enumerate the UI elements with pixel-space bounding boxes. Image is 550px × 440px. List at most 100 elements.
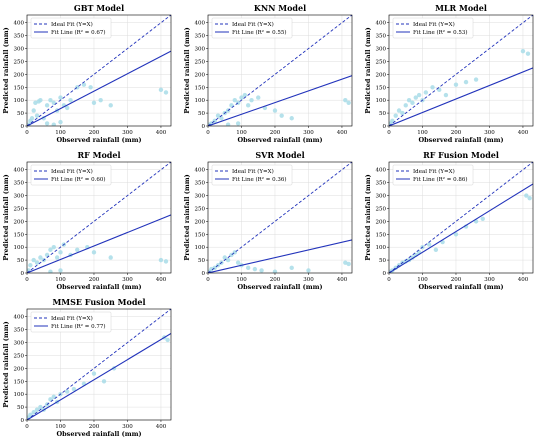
scatter-point — [44, 103, 50, 108]
plot-frame — [26, 14, 172, 127]
x-tick-label: 400 — [518, 130, 529, 136]
y-axis-label: Predicted rainfall (mm) — [183, 27, 191, 113]
plot-frame — [207, 161, 353, 274]
scatter-point — [75, 247, 80, 252]
scatter-point — [51, 394, 56, 399]
scatter-point — [235, 260, 241, 265]
y-axis-label: Predicted rainfall (mm) — [364, 27, 372, 113]
y-tick-label: 350 — [376, 34, 387, 40]
scatter-point — [38, 97, 43, 103]
y-tick-label: 400 — [14, 315, 25, 321]
legend-entry: Ideal Fit (Y=X) — [51, 315, 93, 322]
y-tick-label: 200 — [376, 219, 387, 225]
scatter-point — [58, 119, 63, 125]
x-axis-label: Observed rainfall (mm) — [237, 136, 322, 144]
scatter-point — [48, 397, 53, 402]
scatter-point — [58, 268, 63, 273]
x-tick-label: 400 — [337, 277, 348, 283]
y-tick-label: 300 — [376, 47, 387, 53]
fit-line — [389, 183, 533, 273]
y-tick-label: 350 — [14, 328, 25, 334]
scatter-point — [71, 386, 77, 392]
plot-content — [208, 162, 352, 273]
scatter-point — [463, 79, 469, 85]
legend-entry: Fit Line (R² = 0.36) — [232, 176, 286, 183]
scatter-point — [88, 85, 93, 90]
x-axis-label: Observed rainfall (mm) — [418, 283, 503, 291]
y-tick-label: 50 — [17, 405, 24, 411]
legend-box — [211, 17, 293, 39]
scatter-point — [64, 389, 70, 394]
x-tick-label: 300 — [122, 277, 133, 283]
plot-content — [389, 162, 533, 273]
chart-panel-2: 0 100 200 300 400 0 50 100 150 200 250 300 350 400 KNN… — [183, 3, 353, 144]
y-tick-label: 0 — [21, 271, 25, 277]
x-tick-label: 200 — [89, 424, 100, 430]
y-tick-label: 100 — [14, 392, 25, 398]
scatter-point — [91, 100, 97, 105]
scatter-point — [48, 247, 53, 252]
x-tick-label: 200 — [89, 130, 100, 136]
y-tick-label: 300 — [14, 341, 25, 347]
ideal-fit-line — [208, 15, 352, 126]
scatter-point — [165, 337, 170, 343]
scatter-point — [215, 113, 221, 118]
scatter-point — [235, 121, 241, 126]
x-axis-label: Observed rainfall (mm) — [237, 283, 322, 291]
chart-panel-6: 0 100 200 300 400 0 50 100 150 200 250 300 350 400 RF … — [364, 150, 534, 291]
scatter-point — [527, 195, 532, 201]
scatter-point — [410, 100, 415, 105]
x-tick-label: 400 — [156, 130, 167, 136]
scatter-point — [346, 261, 351, 267]
chart-title: RF Fusion Model — [423, 150, 499, 160]
chart-title: MMSE Fusion Model — [52, 297, 145, 307]
scatter-point — [453, 82, 459, 87]
x-tick-label: 100 — [417, 277, 428, 283]
y-tick-label: 150 — [14, 379, 25, 385]
legend-entry: Ideal Fit (Y=X) — [413, 21, 455, 28]
scatter-point — [245, 103, 251, 108]
scatter-point — [51, 122, 56, 126]
scatter-point — [51, 100, 56, 105]
plot-frame — [388, 161, 534, 274]
scatter-point — [225, 257, 231, 263]
chart-panel-5: 0 100 200 300 400 0 50 100 150 200 250 300 350 400 SVR… — [183, 150, 353, 291]
x-tick-label: 0 — [206, 277, 210, 283]
scatter-point — [48, 97, 53, 103]
y-tick-label: 0 — [21, 418, 25, 424]
scatter-point — [525, 51, 531, 56]
scatter-point — [272, 269, 278, 273]
scatter-point — [256, 95, 261, 100]
y-tick-label: 300 — [195, 47, 206, 53]
chart-panel-7: 0 100 200 300 400 0 50 100 150 200 250 300 350 400 MMS… — [2, 297, 172, 438]
fit-line — [389, 67, 533, 126]
fit-line — [27, 214, 171, 273]
scatter-point — [252, 266, 258, 272]
plot-content — [27, 309, 171, 420]
scatter-point — [101, 379, 107, 384]
scatter-point — [343, 260, 348, 265]
scatter-point — [242, 92, 248, 98]
y-tick-label: 0 — [202, 124, 206, 130]
scatter-point — [480, 216, 485, 221]
scatter-point — [393, 113, 398, 118]
y-tick-label: 50 — [379, 111, 386, 117]
scatter-point — [54, 255, 60, 260]
scatter-point — [33, 100, 38, 105]
legend-box — [30, 311, 112, 333]
scatter-point — [453, 232, 459, 237]
y-tick-label: 150 — [14, 232, 25, 238]
scatter-point — [239, 95, 244, 100]
x-tick-label: 100 — [417, 130, 428, 136]
x-axis-label: Observed rainfall (mm) — [56, 283, 141, 291]
y-tick-label: 0 — [202, 271, 206, 277]
scatter-point — [520, 48, 526, 54]
legend-entry: Ideal Fit (Y=X) — [232, 168, 274, 175]
y-tick-label: 100 — [376, 98, 387, 104]
chart-title: KNN Model — [254, 3, 306, 13]
legend-box — [30, 164, 112, 186]
y-axis-label: Predicted rainfall (mm) — [2, 321, 10, 407]
scatter-point — [68, 97, 73, 103]
x-tick-label: 300 — [122, 424, 133, 430]
scatter-point — [396, 108, 402, 113]
